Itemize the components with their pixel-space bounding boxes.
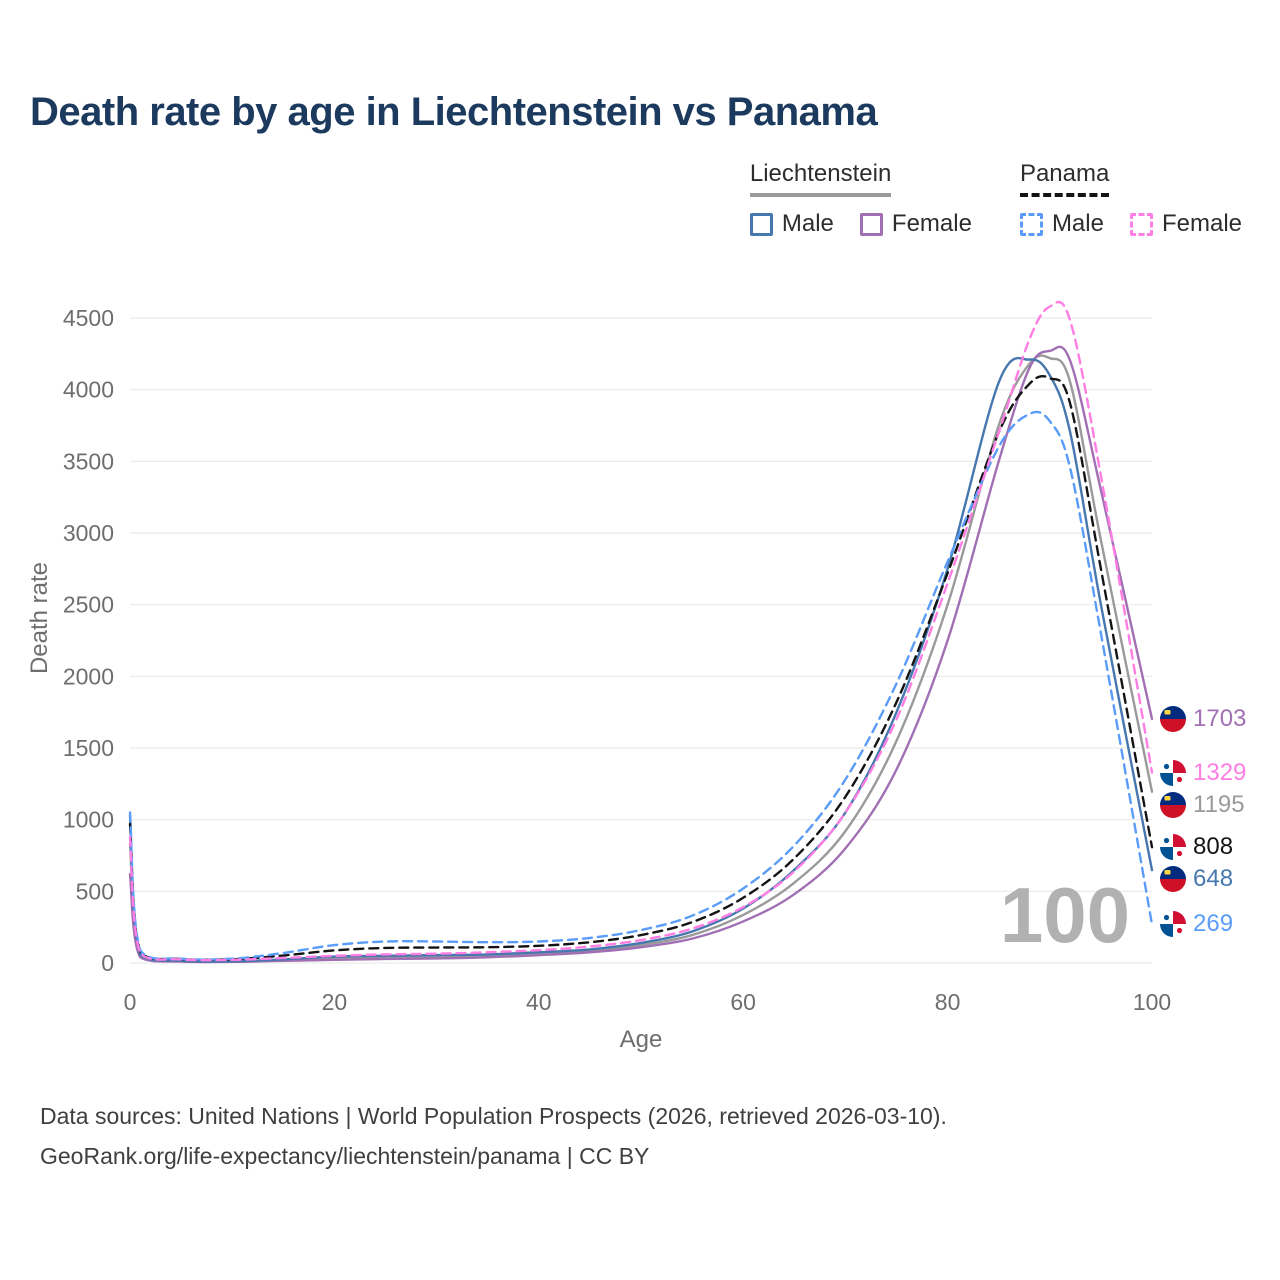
end-label-value: 808 [1193, 833, 1234, 861]
y-tick-label: 1000 [63, 807, 114, 833]
series-line-panama_both [128, 374, 1154, 962]
legend-item-label: Female [1161, 210, 1242, 237]
legend-item-label: Male [1051, 210, 1104, 237]
footer-data-sources: Data sources: United Nations | World Pop… [40, 1103, 947, 1129]
legend-panama-label[interactable]: Panama [1019, 160, 1110, 197]
series-line-panama_male [128, 410, 1154, 961]
liechtenstein-flag-icon [1160, 791, 1186, 818]
series-line-liechtenstein_male [128, 356, 1154, 963]
series-line-panama_female [128, 300, 1154, 962]
liechtenstein-flag-icon [1160, 705, 1186, 732]
end-label-value: 1195 [1193, 790, 1245, 818]
end-label-panama_male: 269 [1160, 910, 1233, 938]
footer: Data sources: United Nations | World Pop… [40, 1096, 947, 1176]
y-tick-label: 2000 [63, 663, 114, 689]
legend-item-panama-male[interactable]: Male [1019, 210, 1104, 238]
end-label-value: 1329 [1193, 758, 1247, 786]
legend-item-panama-female[interactable]: Female [1129, 210, 1242, 238]
end-label-panama_both: 808 [1160, 833, 1233, 861]
series-line-liechtenstein_female [128, 345, 1154, 964]
y-axis-title: Death rate [26, 561, 53, 675]
y-tick-label: 500 [76, 878, 114, 904]
legend-group-panama: Panama Male Female [1019, 160, 1242, 238]
page-title: Death rate by age in Liechtenstein vs Pa… [30, 90, 878, 134]
x-tick-label: 40 [526, 989, 552, 1015]
end-label-liechtenstein_female: 1703 [1160, 705, 1246, 733]
series-end-labels: 1703 1329 1195 808 648 269 [1160, 0, 1280, 1280]
x-tick-label: 20 [322, 989, 348, 1015]
legend: Liechtenstein Male Female Panama Male Fe… [749, 160, 1242, 238]
panama-flag-icon [1160, 759, 1186, 786]
y-tick-label: 3500 [63, 448, 114, 474]
y-tick-label: 4000 [63, 377, 114, 403]
panama-flag-icon [1160, 911, 1186, 938]
end-label-value: 1703 [1193, 704, 1247, 732]
y-tick-label: 1500 [63, 735, 114, 761]
end-label-value: 648 [1193, 865, 1234, 893]
end-label-liechtenstein_male: 648 [1160, 865, 1233, 893]
end-label-panama_female: 1329 [1160, 759, 1246, 787]
liechtenstein-flag-icon [1160, 866, 1186, 893]
x-tick-label: 100 [1133, 989, 1171, 1015]
panama-female-swatch-icon [1129, 212, 1153, 236]
x-tick-label: 80 [935, 989, 961, 1015]
legend-group-liechtenstein: Liechtenstein Male Female [749, 160, 972, 238]
y-tick-label: 2500 [63, 592, 114, 618]
liechtenstein-male-swatch-icon [749, 212, 773, 236]
x-tick-label: 0 [124, 989, 137, 1015]
end-label-liechtenstein_both: 1195 [1160, 791, 1245, 819]
legend-item-liechtenstein-male[interactable]: Male [749, 210, 834, 238]
legend-item-label: Female [891, 210, 972, 237]
end-label-value: 269 [1193, 910, 1234, 938]
age-watermark: 100 [999, 871, 1130, 959]
legend-item-liechtenstein-female[interactable]: Female [859, 210, 972, 238]
x-tick-label: 60 [730, 989, 756, 1015]
panama-male-swatch-icon [1019, 212, 1043, 236]
legend-item-label: Male [781, 210, 834, 237]
y-tick-label: 4500 [63, 305, 114, 331]
panama-flag-icon [1160, 834, 1186, 861]
y-tick-label: 3000 [63, 520, 114, 546]
footer-attribution: GeoRank.org/life-expectancy/liechtenstei… [40, 1143, 650, 1169]
y-tick-label: 0 [101, 950, 114, 976]
x-axis-title: Age [619, 1026, 663, 1053]
liechtenstein-female-swatch-icon [859, 212, 883, 236]
legend-liechtenstein-label[interactable]: Liechtenstein [749, 160, 892, 197]
